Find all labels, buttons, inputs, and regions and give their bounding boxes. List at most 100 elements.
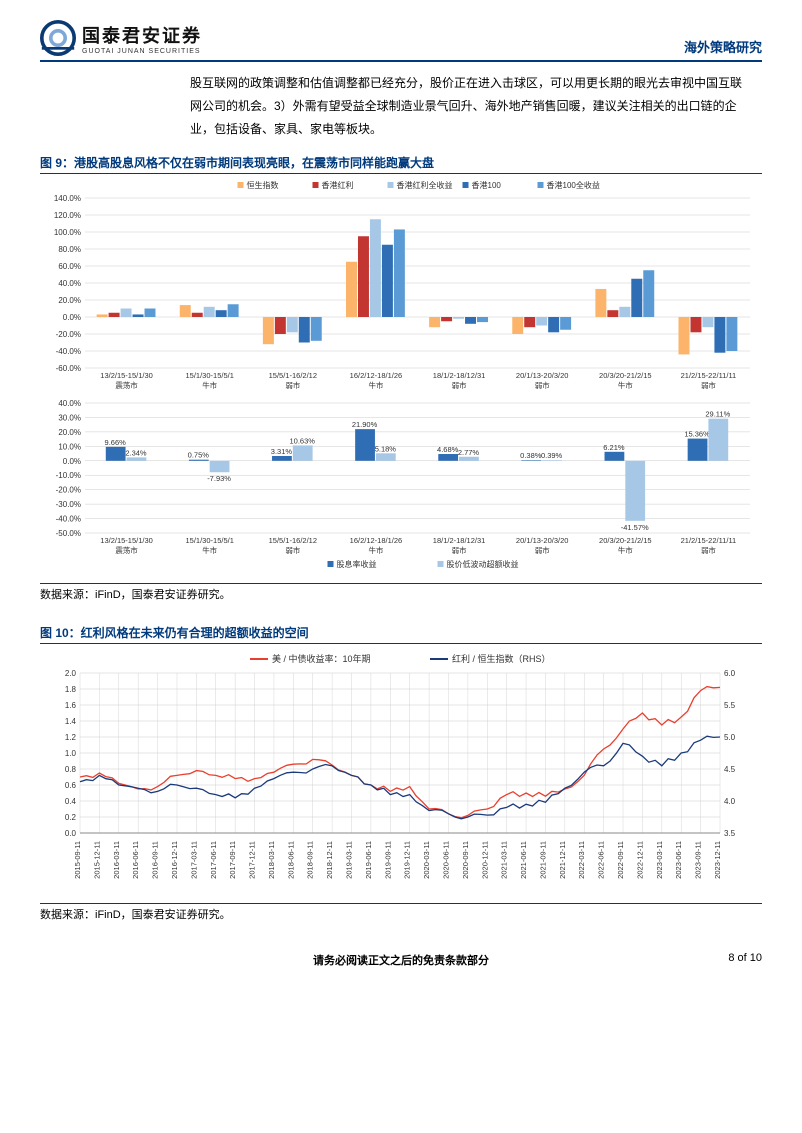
svg-text:香港100: 香港100 <box>472 180 502 190</box>
svg-text:10.63%: 10.63% <box>289 437 315 446</box>
svg-text:20.0%: 20.0% <box>58 296 81 305</box>
svg-text:弱市: 弱市 <box>535 545 550 555</box>
svg-text:2023-03-11: 2023-03-11 <box>655 841 664 879</box>
figure9-chart: -60.0%-40.0%-20.0%0.0%20.0%40.0%60.0%80.… <box>40 178 762 581</box>
svg-text:恒生指数: 恒生指数 <box>247 180 279 190</box>
svg-text:120.0%: 120.0% <box>54 211 81 220</box>
page-number: 8 of 10 <box>728 952 762 964</box>
svg-text:2015-09-11: 2015-09-11 <box>73 841 82 879</box>
svg-text:0.6: 0.6 <box>65 781 77 790</box>
svg-text:40.0%: 40.0% <box>58 399 81 408</box>
svg-text:2016-09-11: 2016-09-11 <box>151 841 160 879</box>
figure9-source: 数据来源：iFinD，国泰君安证券研究。 <box>40 583 762 602</box>
svg-text:15.36%: 15.36% <box>684 430 710 439</box>
svg-text:13/2/15-15/1/30: 13/2/15-15/1/30 <box>100 371 153 380</box>
svg-text:2017-06-11: 2017-06-11 <box>209 841 218 879</box>
svg-text:9.66%: 9.66% <box>105 438 127 447</box>
svg-text:2017-12-11: 2017-12-11 <box>248 841 257 879</box>
svg-text:2019-03-11: 2019-03-11 <box>345 841 354 879</box>
figure10-title: 图 10：红利风格在未来仍有合理的超额收益的空间 <box>40 624 762 644</box>
svg-text:2018-09-11: 2018-09-11 <box>306 841 315 879</box>
disclaimer-text: 请务必阅读正文之后的免责条款部分 <box>313 955 489 967</box>
svg-text:2016-12-11: 2016-12-11 <box>170 841 179 879</box>
svg-text:2016-03-11: 2016-03-11 <box>112 841 121 879</box>
svg-text:21/2/15-22/11/11: 21/2/15-22/11/11 <box>681 371 737 380</box>
svg-text:弱市: 弱市 <box>452 545 467 555</box>
figure10-source: 数据来源：iFinD，国泰君安证券研究。 <box>40 903 762 922</box>
svg-text:香港红利全收益: 香港红利全收益 <box>397 180 453 190</box>
svg-text:-20.0%: -20.0% <box>56 330 81 339</box>
svg-text:1.8: 1.8 <box>65 685 77 694</box>
figure9-svg: -60.0%-40.0%-20.0%0.0%20.0%40.0%60.0%80.… <box>40 178 760 578</box>
svg-text:-41.57%: -41.57% <box>621 523 649 532</box>
svg-text:40.0%: 40.0% <box>58 279 81 288</box>
svg-text:60.0%: 60.0% <box>58 262 81 271</box>
svg-text:2020-06-11: 2020-06-11 <box>441 841 450 879</box>
svg-text:弱市: 弱市 <box>701 380 716 390</box>
svg-text:20/3/20-21/2/15: 20/3/20-21/2/15 <box>599 371 652 380</box>
page-footer: 请务必阅读正文之后的免责条款部分 8 of 10 <box>40 952 762 968</box>
svg-text:20/1/13-20/3/20: 20/1/13-20/3/20 <box>516 536 569 545</box>
svg-text:弱市: 弱市 <box>285 380 300 390</box>
svg-text:20/3/20-21/2/15: 20/3/20-21/2/15 <box>599 536 652 545</box>
svg-text:弱市: 弱市 <box>535 380 550 390</box>
svg-text:2023-09-11: 2023-09-11 <box>694 841 703 879</box>
svg-text:21/2/15-22/11/11: 21/2/15-22/11/11 <box>681 536 737 545</box>
svg-text:10.0%: 10.0% <box>58 443 81 452</box>
svg-text:0.0%: 0.0% <box>63 313 81 322</box>
svg-text:弱市: 弱市 <box>452 380 467 390</box>
svg-text:牛市: 牛市 <box>202 380 217 390</box>
svg-text:2023-12-11: 2023-12-11 <box>713 841 722 879</box>
svg-text:0.0%: 0.0% <box>63 457 81 466</box>
svg-text:弱市: 弱市 <box>285 545 300 555</box>
svg-text:红利 / 恒生指数（RHS）: 红利 / 恒生指数（RHS） <box>452 653 551 664</box>
svg-text:15/5/1-16/2/12: 15/5/1-16/2/12 <box>269 536 317 545</box>
header-category: 海外策略研究 <box>684 37 762 56</box>
svg-text:80.0%: 80.0% <box>58 245 81 254</box>
svg-text:0.2: 0.2 <box>65 813 77 822</box>
svg-text:香港100全收益: 香港100全收益 <box>547 180 600 190</box>
svg-text:3.31%: 3.31% <box>271 447 293 456</box>
svg-text:2021-09-11: 2021-09-11 <box>538 841 547 879</box>
svg-text:-40.0%: -40.0% <box>56 515 81 524</box>
svg-text:-30.0%: -30.0% <box>56 501 81 510</box>
svg-text:0.0: 0.0 <box>65 829 77 838</box>
page-container: 国泰君安证券 GUOTAI JUNAN SECURITIES 海外策略研究 股互… <box>0 0 802 998</box>
paragraph: 股互联网的政策调整和估值调整都已经充分，股价正在进入击球区，可以用更长期的眼光去… <box>190 72 742 140</box>
svg-text:2019-09-11: 2019-09-11 <box>383 841 392 879</box>
svg-text:16/2/12-18/1/26: 16/2/12-18/1/26 <box>350 536 403 545</box>
svg-text:震荡市: 震荡市 <box>115 545 138 555</box>
svg-text:2022-12-11: 2022-12-11 <box>635 841 644 879</box>
svg-text:-50.0%: -50.0% <box>56 529 81 538</box>
svg-text:1.2: 1.2 <box>65 733 77 742</box>
svg-text:18/1/2-18/12/31: 18/1/2-18/12/31 <box>433 371 486 380</box>
svg-text:140.0%: 140.0% <box>54 194 81 203</box>
svg-text:0.4: 0.4 <box>65 797 77 806</box>
svg-text:20/1/13-20/3/20: 20/1/13-20/3/20 <box>516 371 569 380</box>
figure10-chart: 0.00.20.40.60.81.01.21.41.61.82.03.54.04… <box>40 648 762 901</box>
svg-text:1.0: 1.0 <box>65 749 77 758</box>
svg-text:2019-06-11: 2019-06-11 <box>364 841 373 879</box>
page-header: 国泰君安证券 GUOTAI JUNAN SECURITIES 海外策略研究 <box>40 20 762 62</box>
svg-text:-7.93%: -7.93% <box>207 475 231 484</box>
svg-text:6.0: 6.0 <box>724 669 736 678</box>
svg-text:13/2/15-15/1/30: 13/2/15-15/1/30 <box>100 536 153 545</box>
svg-text:100.0%: 100.0% <box>54 228 81 237</box>
svg-text:2020-03-11: 2020-03-11 <box>422 841 431 879</box>
svg-text:5.5: 5.5 <box>724 701 736 710</box>
svg-text:0.75%: 0.75% <box>188 451 210 460</box>
svg-text:15/1/30-15/5/1: 15/1/30-15/5/1 <box>186 536 234 545</box>
svg-text:香港红利: 香港红利 <box>322 180 354 190</box>
company-logo-icon <box>40 20 76 56</box>
svg-text:弱市: 弱市 <box>701 545 716 555</box>
svg-text:4.5: 4.5 <box>724 765 736 774</box>
svg-text:15/5/1-16/2/12: 15/5/1-16/2/12 <box>269 371 317 380</box>
svg-text:2020-12-11: 2020-12-11 <box>480 841 489 879</box>
svg-text:30.0%: 30.0% <box>58 414 81 423</box>
svg-text:4.68%: 4.68% <box>437 445 459 454</box>
figure9-title: 图 9：港股高股息风格不仅在弱市期间表现亮眼，在震荡市同样能跑赢大盘 <box>40 154 762 174</box>
svg-text:2022-06-11: 2022-06-11 <box>597 841 606 879</box>
svg-text:6.21%: 6.21% <box>603 443 625 452</box>
svg-text:股价低波动超额收益: 股价低波动超额收益 <box>447 559 519 569</box>
svg-text:2021-03-11: 2021-03-11 <box>500 841 509 879</box>
